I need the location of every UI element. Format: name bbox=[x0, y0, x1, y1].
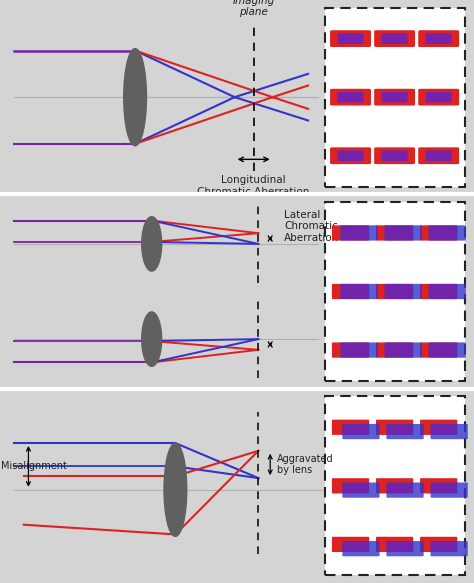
FancyBboxPatch shape bbox=[340, 225, 378, 241]
FancyBboxPatch shape bbox=[430, 541, 468, 556]
FancyBboxPatch shape bbox=[430, 226, 456, 240]
FancyBboxPatch shape bbox=[342, 483, 380, 498]
FancyBboxPatch shape bbox=[420, 342, 457, 358]
FancyBboxPatch shape bbox=[432, 542, 456, 552]
FancyBboxPatch shape bbox=[384, 284, 422, 299]
FancyBboxPatch shape bbox=[342, 285, 368, 298]
FancyBboxPatch shape bbox=[428, 284, 466, 299]
Text: Aggravated
by lens: Aggravated by lens bbox=[277, 454, 334, 475]
FancyBboxPatch shape bbox=[332, 537, 369, 552]
FancyBboxPatch shape bbox=[386, 424, 424, 439]
FancyBboxPatch shape bbox=[325, 396, 465, 575]
FancyBboxPatch shape bbox=[388, 483, 412, 493]
FancyBboxPatch shape bbox=[418, 147, 459, 164]
FancyBboxPatch shape bbox=[420, 284, 457, 299]
FancyBboxPatch shape bbox=[432, 483, 456, 493]
FancyBboxPatch shape bbox=[325, 202, 465, 381]
FancyBboxPatch shape bbox=[374, 147, 415, 164]
FancyBboxPatch shape bbox=[325, 8, 465, 187]
FancyBboxPatch shape bbox=[430, 424, 468, 439]
FancyBboxPatch shape bbox=[340, 284, 378, 299]
FancyBboxPatch shape bbox=[426, 150, 452, 161]
Text: Longitudinal
Chromatic Aberration: Longitudinal Chromatic Aberration bbox=[197, 175, 310, 196]
FancyBboxPatch shape bbox=[342, 343, 368, 357]
FancyBboxPatch shape bbox=[374, 89, 415, 106]
FancyBboxPatch shape bbox=[382, 150, 408, 161]
FancyBboxPatch shape bbox=[418, 89, 459, 106]
Ellipse shape bbox=[164, 443, 187, 536]
FancyBboxPatch shape bbox=[420, 478, 457, 493]
FancyBboxPatch shape bbox=[340, 342, 378, 358]
FancyBboxPatch shape bbox=[386, 541, 424, 556]
FancyBboxPatch shape bbox=[332, 284, 369, 299]
FancyBboxPatch shape bbox=[342, 226, 368, 240]
FancyBboxPatch shape bbox=[388, 424, 412, 434]
Ellipse shape bbox=[124, 48, 146, 146]
FancyBboxPatch shape bbox=[430, 285, 456, 298]
FancyBboxPatch shape bbox=[384, 342, 422, 358]
FancyBboxPatch shape bbox=[337, 92, 364, 103]
FancyBboxPatch shape bbox=[420, 225, 457, 241]
FancyBboxPatch shape bbox=[332, 342, 369, 358]
FancyBboxPatch shape bbox=[432, 424, 456, 434]
FancyBboxPatch shape bbox=[418, 30, 459, 47]
FancyBboxPatch shape bbox=[430, 483, 468, 498]
FancyBboxPatch shape bbox=[376, 537, 413, 552]
FancyBboxPatch shape bbox=[337, 150, 364, 161]
FancyBboxPatch shape bbox=[376, 478, 413, 493]
FancyBboxPatch shape bbox=[428, 225, 466, 241]
FancyBboxPatch shape bbox=[382, 92, 408, 103]
FancyBboxPatch shape bbox=[342, 541, 380, 556]
FancyBboxPatch shape bbox=[426, 33, 452, 44]
FancyBboxPatch shape bbox=[430, 343, 456, 357]
FancyBboxPatch shape bbox=[330, 89, 371, 106]
FancyBboxPatch shape bbox=[382, 33, 408, 44]
FancyBboxPatch shape bbox=[337, 33, 364, 44]
FancyBboxPatch shape bbox=[376, 342, 413, 358]
FancyBboxPatch shape bbox=[374, 30, 415, 47]
Ellipse shape bbox=[142, 312, 162, 366]
FancyBboxPatch shape bbox=[384, 225, 422, 241]
FancyBboxPatch shape bbox=[376, 225, 413, 241]
FancyBboxPatch shape bbox=[420, 420, 457, 435]
FancyBboxPatch shape bbox=[388, 542, 412, 552]
FancyBboxPatch shape bbox=[386, 226, 412, 240]
FancyBboxPatch shape bbox=[344, 483, 368, 493]
FancyBboxPatch shape bbox=[376, 284, 413, 299]
FancyBboxPatch shape bbox=[428, 342, 466, 358]
FancyBboxPatch shape bbox=[386, 285, 412, 298]
FancyBboxPatch shape bbox=[330, 147, 371, 164]
FancyBboxPatch shape bbox=[342, 424, 380, 439]
Text: Misalignment: Misalignment bbox=[1, 461, 67, 472]
FancyBboxPatch shape bbox=[332, 478, 369, 493]
FancyBboxPatch shape bbox=[330, 30, 371, 47]
FancyBboxPatch shape bbox=[420, 537, 457, 552]
FancyBboxPatch shape bbox=[332, 225, 369, 241]
FancyBboxPatch shape bbox=[386, 343, 412, 357]
Text: Lateral
Chromatic
Aberration: Lateral Chromatic Aberration bbox=[284, 210, 340, 243]
FancyBboxPatch shape bbox=[344, 424, 368, 434]
FancyBboxPatch shape bbox=[344, 542, 368, 552]
FancyBboxPatch shape bbox=[426, 92, 452, 103]
Ellipse shape bbox=[142, 217, 162, 271]
FancyBboxPatch shape bbox=[386, 483, 424, 498]
FancyBboxPatch shape bbox=[376, 420, 413, 435]
Text: Imaging
plane: Imaging plane bbox=[232, 0, 275, 17]
FancyBboxPatch shape bbox=[332, 420, 369, 435]
